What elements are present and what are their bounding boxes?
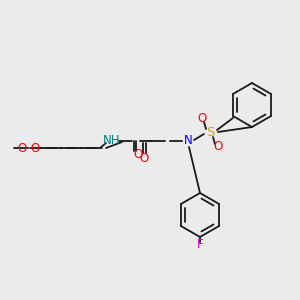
Text: O: O bbox=[17, 142, 27, 154]
Text: O: O bbox=[30, 142, 40, 154]
Text: O: O bbox=[134, 148, 142, 161]
Text: F: F bbox=[197, 238, 203, 251]
Text: O: O bbox=[213, 140, 223, 154]
Text: O: O bbox=[197, 112, 207, 125]
Text: NH: NH bbox=[103, 134, 121, 148]
Text: N: N bbox=[184, 134, 192, 148]
Text: S: S bbox=[206, 127, 214, 140]
Text: O: O bbox=[140, 152, 148, 166]
